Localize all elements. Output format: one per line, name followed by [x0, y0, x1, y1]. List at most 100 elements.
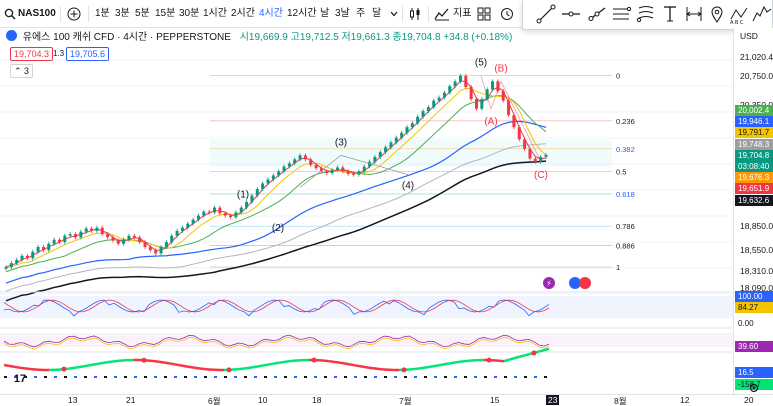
collapse-indicators-button[interactable]: ⌃ 3	[10, 64, 34, 78]
candle-body	[474, 99, 478, 109]
interval-12h[interactable]: 12시간	[287, 8, 317, 19]
interval-1h[interactable]: 1시간	[203, 8, 227, 19]
price-scale-label: 20,750.0	[740, 71, 773, 81]
candle-body	[20, 255, 24, 260]
ray-icon[interactable]	[585, 3, 607, 25]
candle-body	[170, 235, 174, 243]
candle-body	[138, 237, 142, 243]
squeeze-dot	[184, 376, 187, 378]
buy-price-button[interactable]: 19,705.6	[66, 47, 110, 61]
candle-body	[63, 235, 67, 243]
price-scale-label: 18,850.0	[740, 221, 773, 231]
time-axis-label: 6월	[208, 396, 221, 406]
abcd-pattern-icon[interactable]: A B C	[729, 3, 751, 25]
candle-body	[213, 207, 217, 213]
interval-4h[interactable]: 4시간	[259, 8, 283, 19]
candle-body	[405, 127, 409, 133]
momentum-line	[503, 358, 510, 363]
symbol-title: 유에스 100 캐쉬 CFD · 4시간 · PEPPERSTONE	[22, 32, 231, 43]
interval-3m[interactable]: 3분	[115, 8, 130, 19]
currency-label[interactable]: USD	[740, 31, 758, 41]
interval-day[interactable]: 날	[320, 8, 330, 19]
interval-30m[interactable]: 30분	[179, 8, 200, 19]
parallel-channel-icon[interactable]	[610, 3, 632, 25]
chevron-down-icon[interactable]	[390, 11, 398, 17]
ma-10-line	[5, 87, 547, 270]
fib-level-label: 1	[616, 263, 620, 272]
spread-value: 1.3	[53, 49, 65, 58]
measure-icon[interactable]	[683, 3, 705, 25]
candle-body	[448, 86, 452, 93]
squeeze-dot	[364, 376, 367, 378]
price-tag: 19,748.3	[735, 138, 773, 150]
indicators-icon[interactable]	[434, 7, 450, 21]
candle-body	[314, 164, 318, 169]
time-axis-label: 15	[490, 395, 500, 405]
gear-icon[interactable]	[748, 382, 760, 394]
oscillator-value-tag: 0.00	[738, 319, 754, 328]
stoch-d-line	[3, 299, 550, 313]
price-tag: 19,704.8	[735, 149, 773, 161]
interval-15m[interactable]: 15분	[155, 8, 176, 19]
squeeze-dot	[224, 376, 227, 378]
indicators-button[interactable]: 지표	[453, 8, 472, 19]
candles-icon[interactable]	[408, 7, 422, 21]
squeeze-dot	[424, 376, 427, 378]
momentum-line	[253, 364, 260, 369]
candle-body	[539, 156, 543, 162]
candle-body	[491, 81, 495, 90]
time-axis[interactable]: 13 21 6월 10 18 7월 15 23 8월 12 20	[0, 394, 773, 406]
candle-body	[544, 154, 548, 157]
add-symbol-icon[interactable]	[67, 7, 81, 21]
candle-body	[164, 242, 168, 247]
price-scale[interactable]: USD 21,020.420,750.020,350.018,850.018,5…	[733, 28, 773, 395]
candle-body	[175, 230, 179, 236]
trend-line-icon[interactable]	[535, 3, 557, 25]
interval-month[interactable]: 달	[372, 8, 382, 19]
candle-body	[31, 251, 35, 259]
candle-body	[202, 211, 206, 216]
candle-body	[517, 127, 521, 140]
interval-week[interactable]: 주	[356, 8, 366, 19]
squeeze-dot	[234, 376, 237, 378]
squeeze-dot	[414, 376, 417, 378]
momentum-line	[103, 360, 110, 365]
time-axis-label: 20	[744, 395, 754, 405]
sell-price-button[interactable]: 19,704.3	[10, 47, 54, 61]
momentum-line	[428, 364, 435, 369]
text-tool-icon[interactable]	[659, 3, 681, 25]
squeeze-dot	[14, 376, 17, 378]
search-icon[interactable]	[4, 8, 16, 20]
price-tag: 19,946.1	[735, 116, 773, 128]
us-flag-icon	[579, 277, 591, 289]
interval-1m[interactable]: 1분	[95, 8, 110, 19]
candle-body	[357, 171, 361, 175]
interval-5m[interactable]: 5분	[135, 8, 150, 19]
squeeze-dot	[464, 376, 467, 378]
candle-body	[122, 239, 126, 244]
candle-body	[346, 171, 350, 174]
interval-2h[interactable]: 2시간	[231, 8, 255, 19]
templates-icon[interactable]	[477, 7, 491, 21]
candle-body	[373, 156, 377, 162]
candle-body	[523, 139, 527, 149]
candle-body	[512, 115, 516, 128]
alert-icon[interactable]	[500, 7, 514, 21]
fib-retracement-icon[interactable]	[635, 3, 657, 25]
fib-zone	[210, 139, 612, 167]
elliott-wave-icon[interactable]	[751, 3, 773, 25]
candle-body	[148, 246, 152, 251]
correction-abc-line	[480, 75, 542, 162]
fib-level-label: 0	[616, 72, 620, 81]
symbol-search[interactable]: NAS100	[18, 8, 56, 19]
momentum-line	[88, 363, 95, 367]
pin-icon[interactable]	[706, 3, 728, 25]
interval-3day[interactable]: 3날	[335, 8, 350, 19]
momentum-line	[263, 363, 270, 367]
candle-body	[132, 235, 136, 238]
candle-body	[245, 201, 249, 208]
price-chart[interactable]: 0 0.236 0.382 0.5 0.618 0.786 0.886 1 (1) (2) (3) (…	[0, 28, 733, 394]
squeeze-dot	[384, 376, 387, 378]
fib-level-label: 0.5	[616, 167, 626, 176]
horizontal-ray-icon[interactable]	[560, 3, 582, 25]
